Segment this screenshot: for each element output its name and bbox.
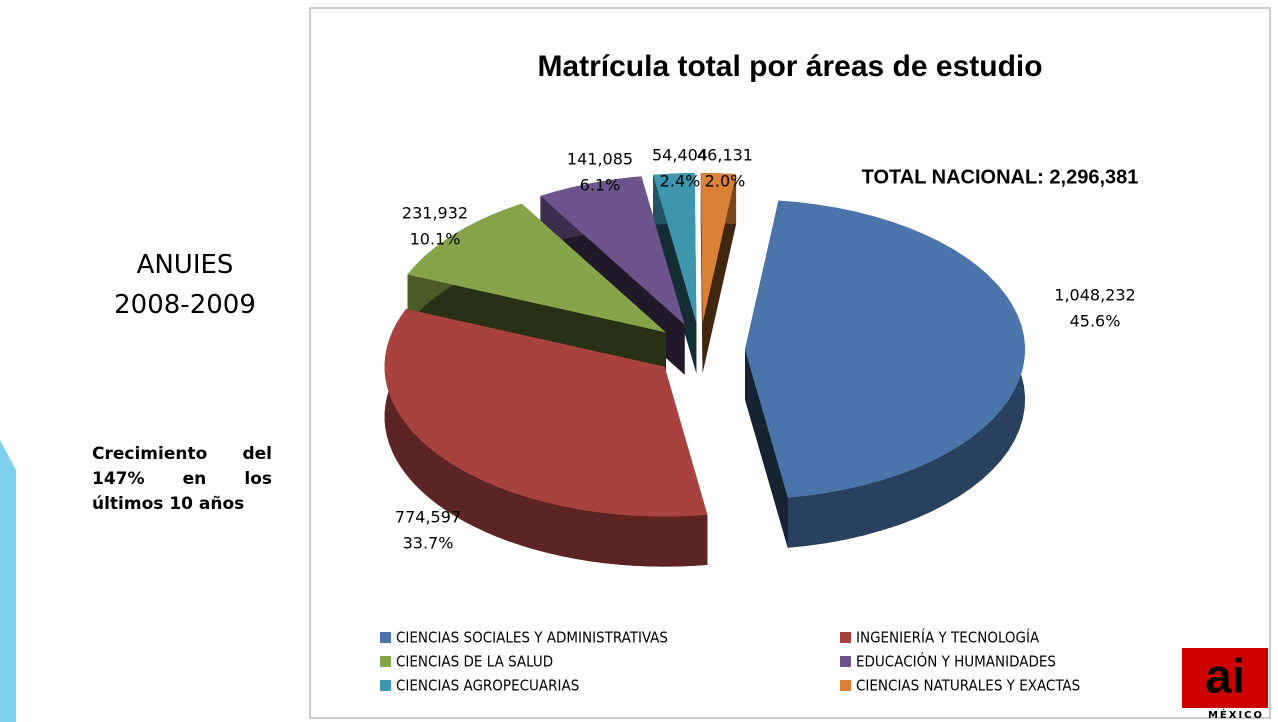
legend-label: INGENIERÍA Y TECNOLOGÍA bbox=[856, 628, 1040, 647]
legend-swatch bbox=[840, 680, 851, 691]
legend-label: CIENCIAS AGROPECUARIAS bbox=[396, 677, 579, 695]
slice bbox=[407, 203, 666, 333]
slice bbox=[700, 173, 737, 324]
decoration bbox=[0, 440, 16, 722]
slice bbox=[700, 173, 737, 374]
percent-label: 6.1% bbox=[580, 176, 621, 195]
slice bbox=[407, 203, 666, 383]
legend-label: CIENCIAS DE LA SALUD bbox=[396, 653, 553, 671]
logo-sub: MÉXICO bbox=[1208, 708, 1264, 721]
value-label: 46,131 bbox=[697, 146, 753, 165]
chart-title: Matrícula total por áreas de estudio bbox=[537, 50, 1042, 83]
legend-swatch bbox=[380, 632, 391, 643]
percent-label: 33.7% bbox=[403, 534, 454, 553]
slice-wall bbox=[744, 349, 788, 548]
slice bbox=[540, 176, 685, 325]
value-label: 54,404 bbox=[652, 146, 708, 165]
legend-swatch bbox=[840, 656, 851, 667]
slice bbox=[384, 308, 708, 567]
slice bbox=[744, 200, 1025, 498]
logo-box bbox=[1182, 648, 1268, 708]
slice bbox=[653, 173, 697, 324]
slice bbox=[744, 200, 1025, 548]
value-label: 231,932 bbox=[402, 204, 468, 223]
percent-label: 45.6% bbox=[1070, 312, 1121, 331]
legend-label: CIENCIAS NATURALES Y EXACTAS bbox=[856, 677, 1080, 695]
annotation: TOTAL NACIONAL: 2,296,381 bbox=[862, 166, 1139, 188]
legend-swatch bbox=[840, 632, 851, 643]
slice-side bbox=[384, 308, 708, 567]
slice-wall bbox=[702, 174, 737, 374]
percent-label: 2.4% bbox=[660, 172, 701, 191]
percent-label: 2.0% bbox=[705, 172, 746, 191]
legend-label: EDUCACIÓN Y HUMANIDADES bbox=[856, 652, 1056, 671]
period: 2008-2009 bbox=[114, 290, 256, 320]
legend-swatch bbox=[380, 680, 391, 691]
legend-label: CIENCIAS SOCIALES Y ADMINISTRATIVAS bbox=[396, 629, 668, 647]
slice-wall bbox=[700, 173, 703, 374]
logo: ai bbox=[1205, 651, 1245, 704]
value-label: 141,085 bbox=[567, 150, 633, 169]
slice-wall bbox=[653, 174, 697, 374]
slice bbox=[384, 308, 708, 517]
legend-swatch bbox=[380, 656, 391, 667]
org: ANUIES bbox=[136, 250, 234, 280]
value-label: 774,597 bbox=[395, 508, 461, 527]
note: Crecimiento del 147% en los últimos 10 a… bbox=[92, 444, 272, 514]
value-label: 1,048,232 bbox=[1054, 286, 1135, 305]
percent-label: 10.1% bbox=[410, 230, 461, 249]
